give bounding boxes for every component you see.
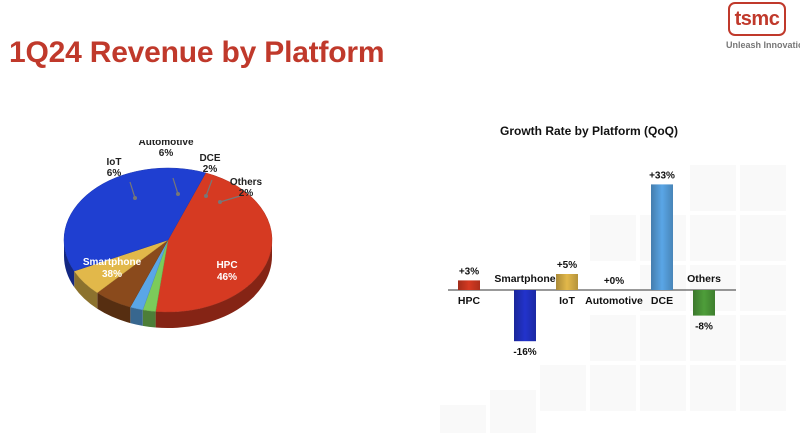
- pie-slice: [63, 167, 207, 272]
- bar-chart-title: Growth Rate by Platform (QoQ): [500, 124, 678, 138]
- bg-square: [740, 315, 786, 361]
- pie-slice-value: 38%: [102, 269, 122, 280]
- bar-smartphone: [514, 290, 536, 342]
- bg-square: [590, 365, 636, 411]
- bg-square: [540, 365, 586, 411]
- page-title: 1Q24 Revenue by Platform: [9, 36, 385, 69]
- bg-square: [690, 365, 736, 411]
- pie-slice-side: [64, 240, 75, 288]
- pie-leader-dot: [176, 192, 180, 196]
- pie-leader-dot: [133, 196, 137, 200]
- bg-square: [690, 165, 736, 211]
- pie-leader-line: [129, 181, 136, 199]
- logo-tagline: Unleash Innovatio: [726, 40, 800, 50]
- bar-value-label: +33%: [649, 170, 675, 181]
- pie-slice-side: [130, 307, 143, 326]
- pie-slice-label: HPC: [216, 260, 237, 271]
- pie-slice-label: IoT: [107, 157, 122, 168]
- pie-leader-line: [205, 179, 213, 197]
- pie-slice-side: [155, 240, 272, 328]
- pie-slice-value: 6%: [159, 148, 174, 159]
- pie-slice-side: [97, 292, 131, 324]
- pie-slice: [155, 172, 273, 313]
- pie-leader-line: [172, 177, 179, 195]
- pie-slice-value: 46%: [217, 272, 237, 283]
- pie-leader-dot: [218, 200, 222, 204]
- bar-value-label: +3%: [459, 266, 479, 277]
- bg-square: [590, 215, 636, 261]
- pie-slice-label: DCE: [199, 153, 220, 164]
- bg-square: [690, 215, 736, 261]
- bg-square: [740, 165, 786, 211]
- pie-slice-side: [74, 271, 98, 309]
- bg-square: [690, 315, 736, 361]
- bar-iot: [556, 274, 578, 290]
- bar-value-label: -8%: [695, 322, 713, 333]
- tsmc-logo: tsmc Unleash Innovatio: [724, 2, 800, 58]
- bar-others: [693, 290, 715, 316]
- bg-square: [440, 405, 486, 433]
- pie-leader-line: [219, 195, 241, 203]
- bar-value-label: -16%: [513, 347, 536, 358]
- growth-bar-chart: Growth Rate by Platform (QoQ) +3% HPC -16%…: [448, 124, 736, 358]
- bar-category-label: IoT: [559, 295, 575, 307]
- revenue-pie-chart: HPC46%Others2%DCE2%Automotive6%IoT6%Smar…: [63, 140, 273, 328]
- bg-square: [740, 265, 786, 311]
- bar-value-label: +0%: [604, 276, 624, 287]
- bg-square: [740, 365, 786, 411]
- bg-square: [590, 315, 636, 361]
- bar-dce: [651, 184, 673, 290]
- pie-slice-label: Automotive: [139, 140, 194, 148]
- pie-slice-label: Smartphone: [83, 257, 142, 268]
- pie-slice-value: 2%: [203, 164, 218, 175]
- bar-value-label: +5%: [557, 260, 577, 271]
- pie-slice-label: Others: [230, 177, 263, 188]
- bar-category-label: HPC: [458, 295, 481, 307]
- bg-square: [640, 365, 686, 411]
- pie-leader-dot: [204, 194, 208, 198]
- bar-hpc: [458, 280, 480, 290]
- bg-square: [490, 390, 536, 433]
- bar-category-label: Others: [687, 273, 721, 285]
- logo-mark: tsmc: [728, 2, 786, 36]
- pie-slice-value: 2%: [239, 188, 254, 199]
- bar-category-label: DCE: [651, 295, 673, 307]
- pie-slice-side: [142, 309, 156, 328]
- bar-category-label: Automotive: [585, 295, 643, 307]
- bar-category-label: Smartphone: [494, 273, 555, 285]
- bg-square: [640, 315, 686, 361]
- pie-slice-value: 6%: [107, 168, 122, 179]
- bg-square: [740, 215, 786, 261]
